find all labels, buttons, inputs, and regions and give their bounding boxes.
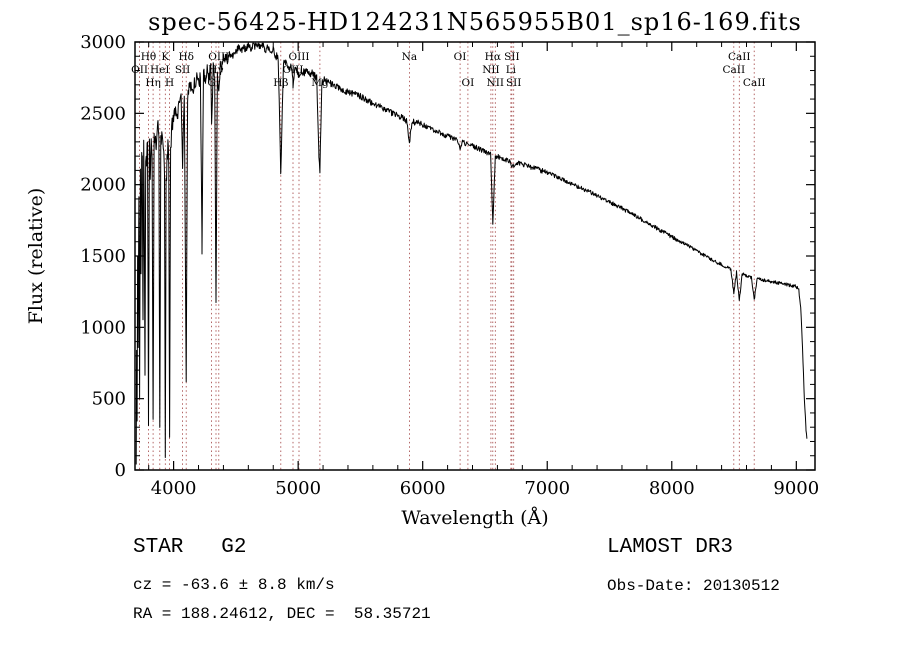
spectrum-plot: 4000 5000 6000 7000 8000 9000 0 500 1000 1500 2000… [25, 32, 819, 529]
svg-text:H: H [165, 77, 174, 89]
svg-text:SII: SII [506, 77, 522, 89]
svg-text:NII: NII [487, 77, 504, 89]
svg-text:Flux (relative): Flux (relative) [25, 188, 47, 325]
survey-label: LAMOST DR3 [607, 536, 734, 559]
svg-text:9000: 9000 [773, 478, 819, 499]
svg-text:Wavelength (Å): Wavelength (Å) [401, 507, 548, 529]
object-class-label: STAR G2 [133, 536, 247, 559]
obs-date: Obs-Date: 20130512 [607, 577, 780, 595]
svg-text:HeI: HeI [150, 64, 170, 76]
svg-text:2500: 2500 [80, 103, 126, 124]
svg-text:1000: 1000 [80, 317, 126, 338]
svg-text:Mg: Mg [311, 77, 329, 89]
svg-text:OIII: OIII [283, 64, 304, 76]
svg-text:2000: 2000 [80, 175, 126, 196]
svg-text:6000: 6000 [400, 478, 446, 499]
svg-text:3000: 3000 [80, 32, 126, 53]
svg-text:8000: 8000 [649, 478, 695, 499]
svg-text:Hα: Hα [485, 51, 501, 63]
svg-text:Hγ: Hγ [208, 64, 223, 76]
svg-text:CaII: CaII [728, 51, 751, 63]
svg-text:7000: 7000 [524, 478, 570, 499]
svg-text:Hθ: Hθ [141, 51, 156, 63]
svg-text:K: K [161, 51, 169, 63]
svg-text:Hδ: Hδ [178, 51, 193, 63]
svg-text:OI: OI [454, 51, 467, 63]
svg-text:SII: SII [175, 64, 191, 76]
cz-value: cz = -63.6 ± 8.8 km/s [133, 576, 335, 594]
svg-text:0: 0 [115, 460, 126, 481]
svg-text:OII: OII [131, 64, 148, 76]
svg-text:CaII: CaII [743, 77, 766, 89]
svg-text:G: G [207, 77, 215, 89]
svg-text:1500: 1500 [80, 246, 126, 267]
svg-text:4000: 4000 [151, 478, 197, 499]
ra-dec: RA = 188.24612, DEC = 58.35721 [133, 605, 431, 623]
svg-text:OI: OI [462, 77, 475, 89]
svg-text:500: 500 [92, 389, 126, 410]
svg-text:OIII: OIII [288, 51, 309, 63]
svg-text:Hη: Hη [145, 77, 160, 89]
svg-text:SII: SII [504, 51, 520, 63]
svg-text:Li: Li [506, 64, 517, 76]
svg-text:OIII: OIII [208, 51, 229, 63]
plot-title: spec-56425-HD124231N565955B01_sp16-169.f… [148, 8, 802, 36]
svg-text:5000: 5000 [275, 478, 321, 499]
svg-text:CaII: CaII [723, 64, 746, 76]
svg-text:Na: Na [402, 51, 417, 63]
svg-text:Hβ: Hβ [273, 77, 288, 89]
svg-text:NII: NII [482, 64, 499, 76]
